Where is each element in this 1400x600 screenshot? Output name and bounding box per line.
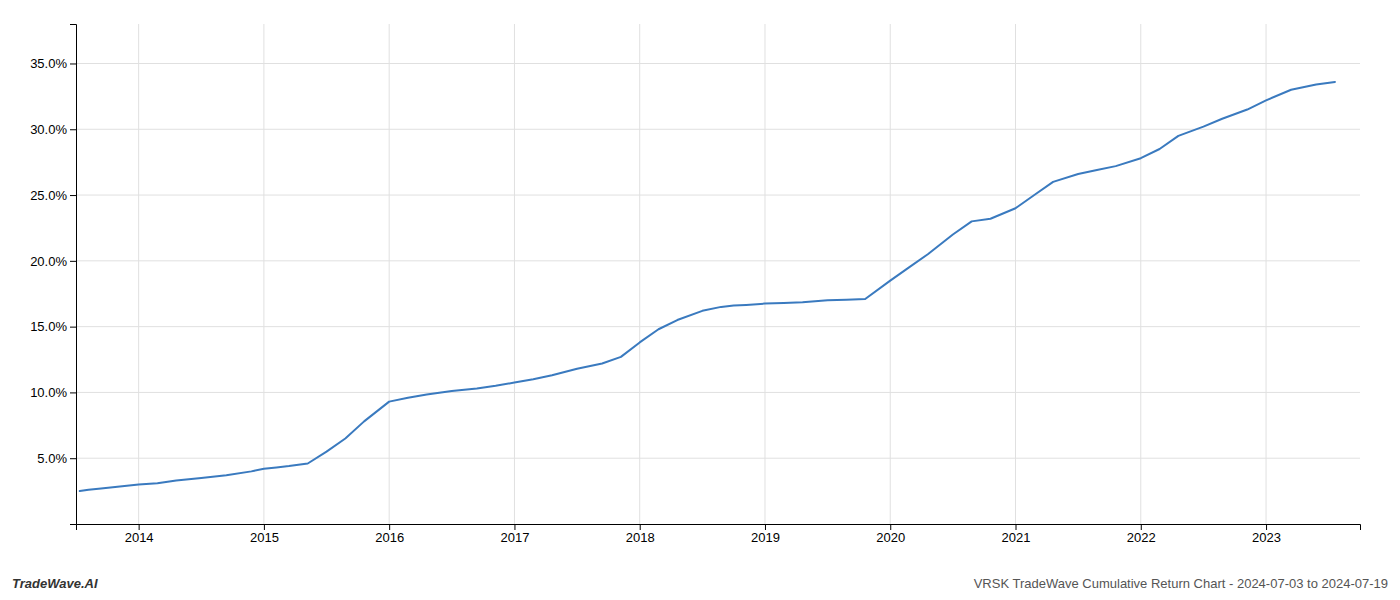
grid-line-y [76, 392, 1360, 393]
x-axis-tick: 2018 [626, 524, 655, 545]
y-axis: 5.0% 10.0% 15.0% 20.0% 25.0% 30.0% 35.0% [30, 25, 76, 525]
x-axis-tick-label: 2018 [626, 530, 655, 545]
x-axis-tick: 2015 [250, 524, 279, 545]
grid-line-y [76, 458, 1360, 459]
x-axis-line [77, 525, 1361, 531]
grid-line-x [1015, 24, 1016, 524]
x-axis-tick-mark [514, 524, 515, 530]
grid-line-y [76, 63, 1360, 64]
y-axis-tick-mark [70, 458, 76, 459]
y-axis-tick-mark [70, 129, 76, 130]
x-axis-tick: 2022 [1127, 524, 1156, 545]
x-axis-tick: 2014 [125, 524, 154, 545]
y-axis-tick-label: 35.0% [30, 56, 67, 71]
chart: 2014 2015 2016 2017 2018 2019 2020 2021 2022 2023… [0, 0, 1400, 600]
x-axis-tick-label: 2015 [250, 530, 279, 545]
y-axis-tick-label: 5.0% [37, 451, 67, 466]
grid-line-y [76, 129, 1360, 130]
grid-line-x [514, 24, 515, 524]
grid-line-x [1266, 24, 1267, 524]
x-axis-tick-label: 2017 [500, 530, 529, 545]
x-axis-tick-mark [1266, 524, 1267, 530]
grid-line-x [890, 24, 891, 524]
x-axis-tick-label: 2022 [1127, 530, 1156, 545]
grid-line-x [1140, 24, 1141, 524]
x-axis-tick-label: 2016 [375, 530, 404, 545]
y-axis-tick: 15.0% [30, 319, 76, 334]
y-axis-line [70, 25, 77, 525]
x-axis-tick-label: 2020 [876, 530, 905, 545]
grid-line-y [76, 260, 1360, 261]
x-axis-tick-label: 2014 [125, 530, 154, 545]
x-axis-tick-mark [389, 524, 390, 530]
y-axis-tick-label: 15.0% [30, 319, 67, 334]
x-axis-tick: 2021 [1002, 524, 1031, 545]
grid-line-y [76, 326, 1360, 327]
line [80, 82, 1335, 491]
grid-line-x [639, 24, 640, 524]
x-axis-tick-mark [640, 524, 641, 530]
x-axis-tick-label: 2021 [1002, 530, 1031, 545]
y-axis-tick-label: 25.0% [30, 188, 67, 203]
x-axis-tick-label: 2019 [751, 530, 780, 545]
y-axis-tick: 20.0% [30, 254, 76, 269]
x-axis-tick-mark [139, 524, 140, 530]
x-axis-tick: 2016 [375, 524, 404, 545]
x-axis-tick: 2019 [751, 524, 780, 545]
y-axis-tick-label: 30.0% [30, 122, 67, 137]
x-axis-tick-label: 2023 [1252, 530, 1281, 545]
plot-area [80, 82, 1335, 491]
grid-line-x [389, 24, 390, 524]
grid-line-x [138, 24, 139, 524]
x-axis-tick: 2023 [1252, 524, 1281, 545]
y-axis-tick-label: 10.0% [30, 385, 67, 400]
grid-line-x [263, 24, 264, 524]
y-axis-tick-mark [70, 195, 76, 196]
x-axis-tick: 2020 [876, 524, 905, 545]
y-axis-tick-mark [70, 63, 76, 64]
y-axis-tick-mark [70, 261, 76, 262]
y-axis-tick: 5.0% [37, 451, 76, 466]
y-axis-tick: 10.0% [30, 385, 76, 400]
x-axis: 2014 2015 2016 2017 2018 2019 2020 2021 2022 2023 [77, 524, 1361, 545]
y-axis-tick: 30.0% [30, 122, 76, 137]
y-axis-tick-mark [70, 392, 76, 393]
y-axis-tick-mark [70, 327, 76, 328]
x-axis-tick-mark [765, 524, 766, 530]
y-axis-tick-label: 20.0% [30, 254, 67, 269]
y-axis-tick: 35.0% [30, 56, 76, 71]
x-axis-tick: 2017 [500, 524, 529, 545]
watermark: TradeWave.AI [12, 576, 98, 591]
x-axis-tick-mark [1016, 524, 1017, 530]
title: VRSK TradeWave Cumulative Return Chart -… [974, 576, 1388, 591]
grid [76, 24, 1360, 524]
grid-line-y [76, 195, 1360, 196]
x-axis-tick-mark [264, 524, 265, 530]
y-axis-tick: 25.0% [30, 188, 76, 203]
x-axis-tick-mark [890, 524, 891, 530]
grid-line-x [764, 24, 765, 524]
x-axis-tick-mark [1141, 524, 1142, 530]
